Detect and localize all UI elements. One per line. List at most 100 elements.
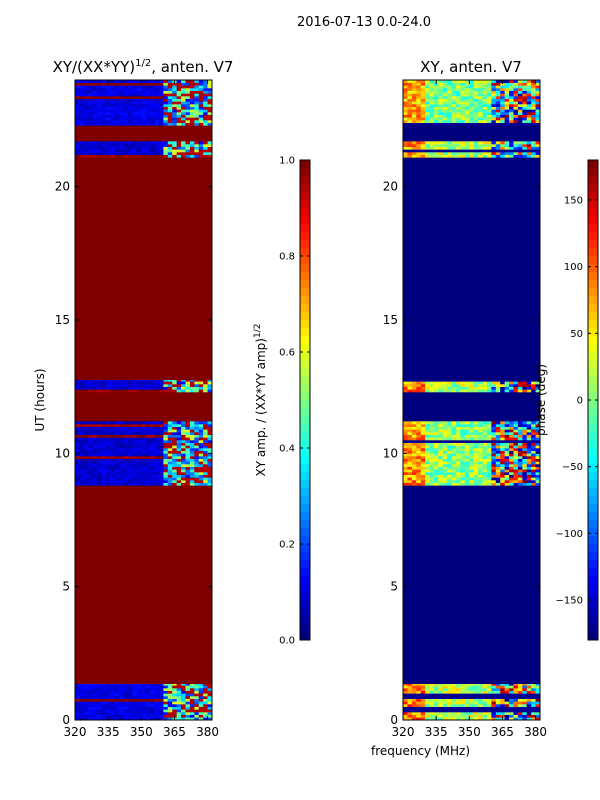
heatmap-cell	[447, 149, 452, 153]
heatmap-cell	[478, 717, 483, 721]
colorbar-segment	[588, 320, 598, 329]
colorbar-segment	[588, 488, 598, 497]
heatmap-cell	[105, 696, 111, 699]
heatmap-cell	[97, 98, 102, 102]
heatmap-cell	[509, 698, 514, 702]
heatmap-cell	[433, 104, 439, 107]
heatmap-cell	[75, 120, 80, 123]
heatmap-cell	[123, 117, 129, 121]
heatmap-cell	[167, 122, 173, 126]
heatmap-cell	[163, 114, 169, 118]
heatmap-cell	[531, 453, 536, 457]
heatmap-cell	[456, 144, 461, 147]
heatmap-cell	[150, 152, 155, 155]
heatmap-cell	[110, 704, 116, 707]
heatmap-cell	[504, 690, 510, 694]
heatmap-cell	[438, 704, 444, 707]
heatmap-cell	[88, 82, 93, 86]
heatmap-cell	[163, 472, 169, 475]
heatmap-cell	[123, 440, 129, 443]
heatmap-cell	[464, 709, 470, 713]
heatmap-cell	[469, 450, 475, 454]
heatmap-cell	[491, 440, 497, 443]
heatmap-cell	[136, 466, 142, 470]
heatmap-cell	[469, 684, 475, 686]
heatmap-cell	[442, 453, 448, 457]
heatmap-cell	[486, 709, 492, 713]
heatmap-cell	[460, 464, 466, 467]
heatmap-cell	[411, 696, 417, 699]
heatmap-cell	[411, 120, 417, 123]
heatmap-cell	[464, 114, 470, 118]
heatmap-cell	[504, 389, 510, 393]
heatmap-cell	[447, 693, 452, 697]
heatmap-cell	[141, 693, 147, 697]
heatmap-cell	[531, 117, 536, 121]
heatmap-cell	[181, 146, 186, 150]
heatmap-cell	[154, 437, 160, 441]
heatmap-cell	[97, 482, 102, 486]
heatmap-cell	[207, 712, 213, 715]
heatmap-cell	[88, 712, 93, 715]
heatmap-cell	[203, 442, 208, 446]
heatmap-cell	[207, 421, 213, 425]
heatmap-cell	[513, 88, 519, 91]
heatmap-cell	[531, 389, 536, 393]
heatmap-cell	[433, 98, 439, 102]
heatmap-cell	[411, 474, 417, 478]
heatmap-cell	[132, 461, 138, 465]
heatmap-cell	[75, 709, 80, 713]
heatmap-cell	[150, 380, 155, 382]
heatmap-cell	[128, 698, 133, 702]
colorbar-tick-label: 0	[577, 396, 583, 407]
heatmap-cell	[460, 440, 466, 443]
heatmap-cell	[411, 442, 417, 446]
heatmap-cell	[185, 112, 191, 115]
heatmap-cell	[114, 85, 120, 89]
heatmap-cell	[429, 141, 435, 145]
heatmap-cell	[420, 434, 426, 438]
heatmap-cell	[420, 472, 426, 475]
heatmap-cell	[101, 685, 107, 689]
heatmap-cell	[154, 122, 160, 126]
heatmap-cell	[531, 712, 536, 715]
heatmap-cell	[442, 440, 448, 443]
heatmap-cell	[495, 698, 501, 702]
heatmap-cell	[491, 690, 497, 694]
heatmap-cell	[420, 440, 426, 443]
heatmap-cell	[482, 106, 488, 110]
heatmap-cell	[456, 482, 461, 486]
heatmap-cell	[495, 122, 501, 126]
heatmap-cell	[79, 106, 85, 110]
heatmap-cell	[526, 466, 532, 470]
heatmap-cell	[500, 104, 505, 107]
heatmap-cell	[75, 461, 80, 465]
heatmap-cell	[531, 80, 536, 83]
heatmap-cell	[167, 445, 173, 449]
heatmap-cell	[438, 384, 444, 387]
heatmap-cell	[420, 482, 426, 486]
heatmap-cell	[92, 690, 98, 694]
heatmap-cell	[176, 714, 182, 718]
heatmap-cell	[185, 712, 191, 715]
heatmap-cell	[425, 461, 430, 465]
heatmap-cell	[460, 698, 466, 702]
heatmap-cell	[114, 456, 120, 459]
heatmap-cell	[407, 122, 413, 126]
heatmap-cell	[163, 85, 169, 89]
heatmap-cell	[517, 437, 523, 441]
heatmap-cell	[504, 717, 510, 721]
heatmap-cell	[172, 429, 177, 433]
heatmap-cell	[451, 386, 457, 390]
heatmap-cell	[438, 421, 444, 425]
heatmap-cell	[473, 429, 479, 433]
heatmap-cell	[517, 450, 523, 454]
heatmap-cell	[495, 472, 501, 475]
heatmap-cell	[522, 472, 528, 475]
heatmap-cell	[491, 458, 497, 462]
heatmap-cell	[522, 437, 528, 441]
heatmap-cell	[500, 122, 505, 126]
heatmap-cell	[114, 117, 120, 121]
heatmap-cell	[176, 104, 182, 107]
heatmap-cell	[509, 450, 514, 454]
